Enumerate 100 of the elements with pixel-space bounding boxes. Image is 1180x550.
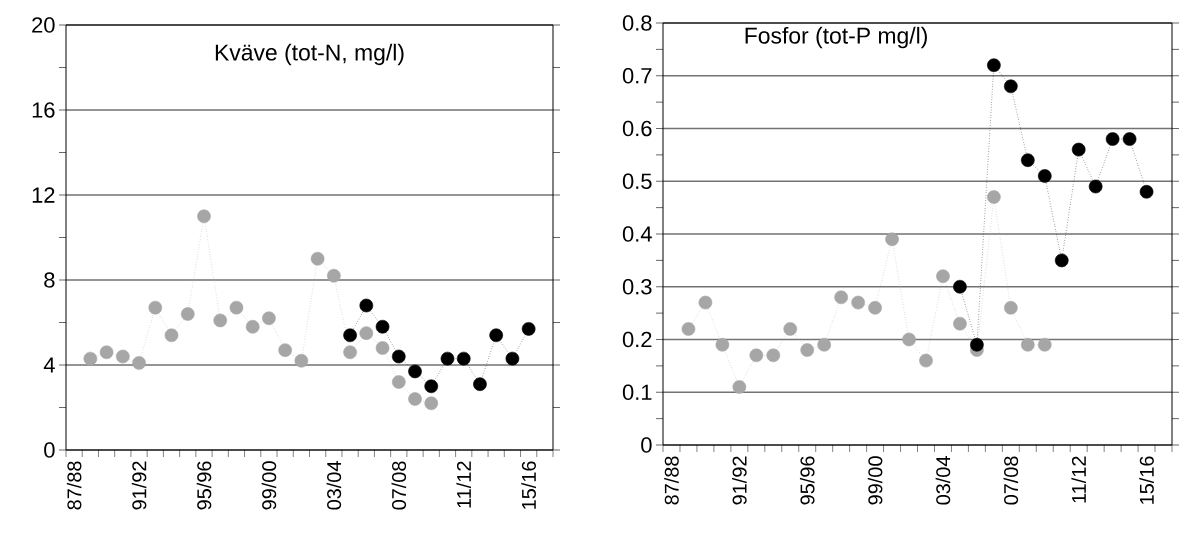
x-tick-label: 95/96 [799,456,815,505]
point [132,356,146,370]
point [749,348,764,363]
point [473,377,487,391]
point [1020,153,1035,167]
point [440,351,455,366]
point [1088,179,1103,194]
point [715,337,730,352]
point [197,209,211,224]
y-tick-label: 0 [641,437,652,453]
point [1122,132,1137,146]
point [262,311,276,326]
x-tick-label: 03/04 [326,461,342,510]
point [953,279,967,294]
x-tick-label: 03/04 [935,456,951,505]
point [148,300,163,315]
point [408,364,422,379]
point [698,295,713,310]
y-tick-label: 12 [32,187,55,203]
point [766,348,781,363]
y-tick-label: 0.1 [622,384,652,401]
point [885,232,899,247]
point [391,349,406,364]
point [343,345,357,360]
point [732,380,747,394]
point [294,353,309,368]
y-tick-label: 0.5 [622,173,652,190]
point [919,353,933,368]
point [408,392,422,406]
point [1037,337,1052,352]
point [456,351,471,366]
point [327,268,341,283]
y-tick-label: 16 [32,102,55,118]
point [987,190,1001,204]
x-tick-label: 99/00 [867,456,883,505]
x-tick-label: 95/96 [196,461,212,510]
point [1020,337,1035,352]
point [343,328,357,343]
x-tick-label: 99/00 [261,461,277,510]
x-tick-label: 11/12 [1071,456,1086,503]
point [1054,253,1069,268]
point [164,328,179,343]
point [489,328,503,343]
point [970,337,984,352]
chart-title: Fosfor (tot-P mg/l) [745,26,927,49]
point [359,298,374,313]
x-tick-label: 15/16 [521,461,536,509]
point [902,332,916,347]
point [83,351,98,366]
point [1071,142,1086,157]
point [375,319,390,334]
point [213,313,228,328]
point [800,343,815,357]
x-tick-label: 11/12 [456,461,472,508]
point [391,375,406,389]
point [424,379,439,394]
x-tick-label: 15/16 [1139,456,1154,504]
point [505,351,520,366]
y-tick-label: 0.4 [622,226,652,242]
x-tick-label: 87/88 [66,461,82,510]
y-tick-label: 4 [43,357,55,373]
point [936,269,950,283]
point [681,322,696,336]
y-tick-label: 0 [44,442,55,458]
x-tick-label: 91/92 [732,456,747,505]
point [1004,79,1018,94]
point [375,341,390,355]
point [180,307,195,321]
point [783,322,798,336]
point [359,326,374,340]
x-tick-label: 87/88 [664,456,679,505]
point [229,300,244,315]
point [99,345,114,360]
point [953,316,967,331]
y-tick-label: 0.8 [622,15,652,31]
point [1105,132,1120,146]
point [851,295,865,310]
y-tick-label: 0.7 [622,67,652,84]
point [834,290,848,305]
point [987,58,1001,72]
text: Kväve (tot-N, mg/l) [215,43,404,66]
point [817,337,831,352]
point [521,322,536,336]
point [245,319,260,334]
y-tick-label: 20 [32,17,55,33]
point [310,251,325,266]
y-tick-label: 8 [44,272,55,288]
point [424,396,439,411]
point [1139,185,1154,199]
x-tick-label: 07/08 [1003,456,1019,505]
y-tick-label: 0.2 [622,331,652,348]
x-tick-label: 91/92 [131,461,147,510]
point [1037,169,1052,183]
y-tick-label: 0.6 [622,120,652,137]
point [868,301,882,315]
point [1004,301,1018,315]
point [116,349,130,364]
point [278,343,292,357]
y-tick-label: 0.3 [622,278,652,295]
x-tick-label: 07/08 [391,461,407,510]
